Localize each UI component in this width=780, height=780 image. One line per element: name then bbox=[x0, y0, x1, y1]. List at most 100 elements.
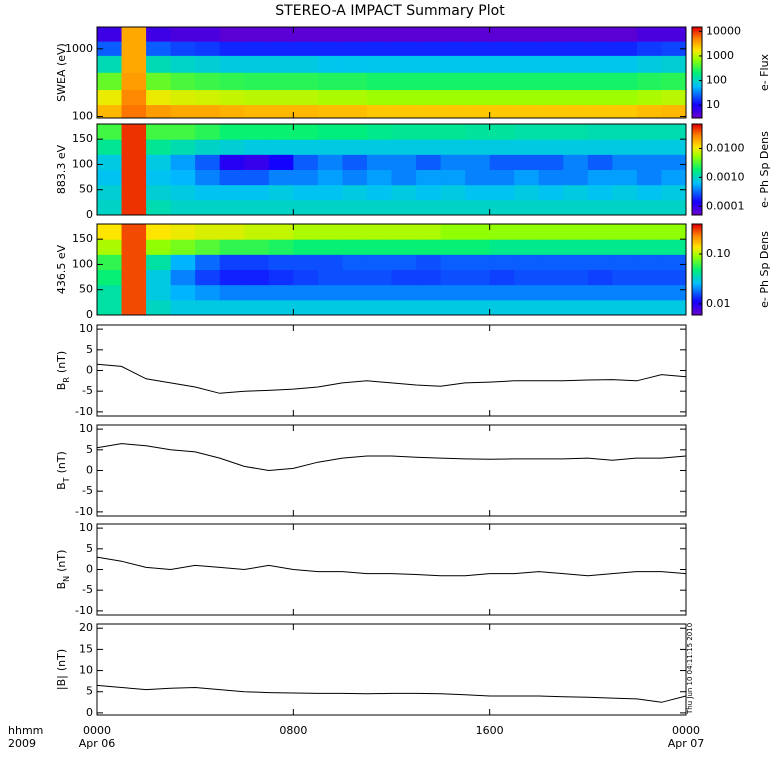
heatmap-cell bbox=[219, 199, 245, 216]
x-tick-label: 0000 bbox=[672, 724, 700, 737]
heatmap-cell bbox=[538, 254, 564, 270]
heatmap-cell bbox=[195, 55, 221, 73]
heatmap-cell bbox=[587, 239, 613, 255]
heatmap-cell bbox=[391, 299, 417, 316]
heatmap-cell bbox=[489, 104, 515, 119]
heatmap-cell bbox=[514, 169, 540, 186]
heatmap-cell bbox=[514, 284, 540, 301]
colorbar-segment bbox=[692, 286, 702, 289]
heatmap-cell bbox=[342, 55, 368, 73]
colorbar-segment bbox=[692, 180, 702, 183]
heatmap-cell bbox=[416, 139, 442, 155]
heatmap-cell bbox=[440, 239, 466, 255]
heatmap-cell bbox=[416, 254, 442, 270]
heatmap-cell bbox=[465, 224, 491, 240]
heatmap-cell bbox=[219, 169, 245, 186]
y-tick-label: 5 bbox=[86, 685, 93, 698]
heatmap-cell bbox=[440, 169, 466, 186]
colorbar-segment bbox=[692, 234, 702, 237]
heatmap-cell bbox=[97, 284, 123, 301]
heatmap-cell bbox=[268, 239, 294, 255]
heatmap-cell bbox=[514, 27, 540, 42]
heatmap-cell bbox=[661, 224, 687, 240]
heatmap-cell bbox=[440, 224, 466, 240]
colorbar-segment bbox=[692, 205, 702, 208]
y-tick-label: 100 bbox=[72, 257, 93, 270]
heatmap-cell bbox=[465, 239, 491, 255]
heatmap-cell bbox=[219, 239, 245, 255]
heatmap-cell bbox=[489, 27, 515, 42]
colorbar-segment bbox=[692, 142, 702, 145]
colorbar-segment bbox=[692, 298, 702, 301]
heatmap-cell bbox=[440, 124, 466, 140]
colorbar-segment bbox=[692, 40, 702, 43]
heatmap-cell bbox=[612, 27, 638, 42]
heatmap-cell bbox=[416, 104, 442, 119]
colorbar-segment bbox=[692, 313, 702, 316]
colorbar-segment bbox=[692, 72, 702, 75]
heatmap-cell bbox=[661, 104, 687, 119]
y-axis-label-sub: R bbox=[62, 377, 71, 383]
heatmap-cell bbox=[587, 224, 613, 240]
y-tick-label: 15 bbox=[79, 642, 93, 655]
heatmap-cell bbox=[268, 139, 294, 155]
timestamp: Thu Jun 10 04:11:15 2010 bbox=[686, 623, 694, 715]
heatmap-cell bbox=[661, 299, 687, 316]
heatmap-cell bbox=[317, 239, 343, 255]
heatmap-cell bbox=[612, 154, 638, 170]
heatmap-cell bbox=[170, 199, 196, 216]
colorbar-segment bbox=[692, 51, 702, 54]
heatmap-cell bbox=[416, 199, 442, 216]
data-line bbox=[96, 443, 687, 472]
heatmap-cell bbox=[440, 184, 466, 201]
y-axis-label: BR (nT) bbox=[55, 351, 71, 390]
colorbar-segment bbox=[692, 193, 702, 196]
heatmap-cell bbox=[317, 27, 343, 42]
heatmap-cell bbox=[440, 299, 466, 316]
heatmap-cell bbox=[465, 254, 491, 270]
heatmap-cell bbox=[391, 124, 417, 140]
colorbar-segment bbox=[692, 208, 702, 211]
colorbar-segment bbox=[692, 42, 702, 45]
heatmap-cell bbox=[170, 254, 196, 270]
colorbar-segment bbox=[692, 183, 702, 186]
heatmap-cell bbox=[317, 124, 343, 140]
heatmap-cell bbox=[268, 299, 294, 316]
heatmap-cell bbox=[489, 284, 515, 301]
y-tick-label: -10 bbox=[75, 405, 93, 418]
heatmap-cell bbox=[268, 104, 294, 119]
heatmap-cell bbox=[121, 41, 147, 56]
colorbar-segment bbox=[692, 54, 702, 57]
heatmap-cell bbox=[121, 124, 147, 140]
heatmap-cell bbox=[661, 124, 687, 140]
heatmap-cell bbox=[170, 139, 196, 155]
heatmap-cell bbox=[293, 41, 319, 56]
heatmap-cell bbox=[661, 284, 687, 301]
heatmap-cell bbox=[219, 284, 245, 301]
heatmap-cell bbox=[170, 89, 196, 106]
y-axis-label: SWEA (eV) bbox=[55, 43, 68, 102]
heatmap-cell bbox=[317, 299, 343, 316]
heatmap-cell bbox=[563, 89, 589, 106]
colorbar-segment bbox=[692, 37, 702, 40]
colorbar-segment bbox=[692, 27, 702, 30]
heatmap-cell bbox=[268, 254, 294, 270]
colorbar-segment bbox=[692, 239, 702, 242]
heatmap-cell bbox=[342, 269, 368, 286]
colorbar-segment bbox=[692, 224, 702, 227]
colorbar-segment bbox=[692, 186, 702, 189]
colorbar-segment bbox=[692, 136, 702, 139]
colorbar-segment bbox=[692, 139, 702, 142]
colorbar-segment bbox=[692, 296, 702, 299]
colorbar-segment bbox=[692, 107, 702, 110]
heatmap-cell bbox=[146, 169, 172, 186]
y-tick-label: 0 bbox=[86, 563, 93, 576]
heatmap-cell bbox=[391, 199, 417, 216]
heatmap-cell bbox=[195, 72, 221, 91]
heatmap-cell bbox=[268, 27, 294, 42]
colorbar-segment bbox=[692, 101, 702, 104]
colorbar-segment bbox=[692, 145, 702, 148]
heatmap-cell bbox=[170, 239, 196, 255]
colorbar-segment bbox=[692, 55, 702, 58]
heatmap-cell bbox=[563, 154, 589, 170]
